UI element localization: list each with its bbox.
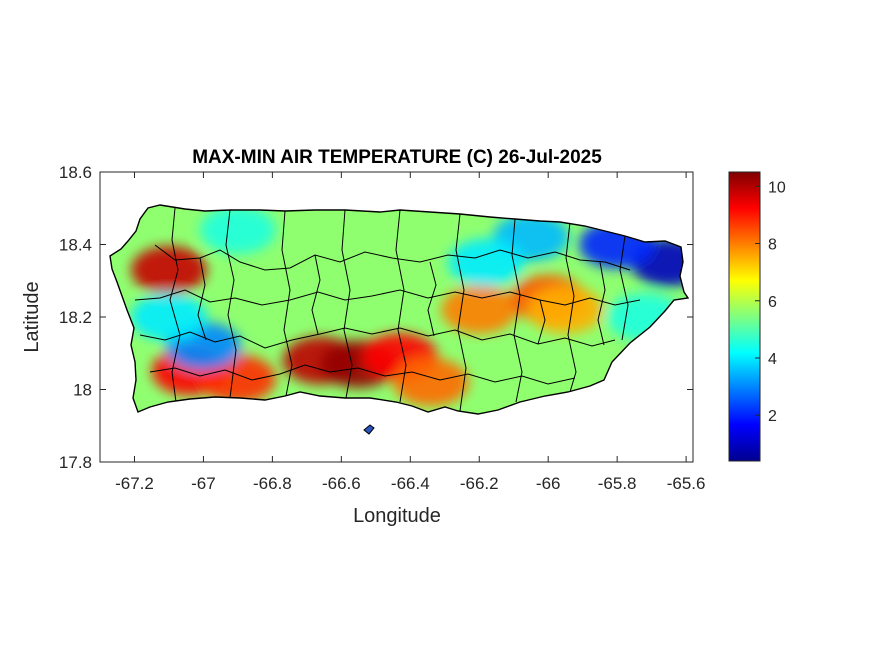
colorbar-tick-label: 8 [768, 237, 777, 254]
colorbar-tick-label: 10 [768, 179, 786, 196]
municipality-border [281, 210, 293, 397]
municipality-border [619, 235, 629, 341]
municipality-border [169, 207, 181, 403]
heat-cell [448, 238, 525, 287]
colorbar: 2 4 6 8 10 [728, 171, 786, 462]
y-tick-label: 17.8 [59, 453, 92, 472]
coastline [109, 204, 690, 415]
municipality-border [427, 261, 437, 337]
x-tick-label: -65.6 [667, 474, 706, 493]
heat-cell [130, 293, 207, 341]
municipality-border [197, 257, 207, 341]
municipality-border [154, 244, 631, 271]
municipality-borders [134, 207, 641, 412]
x-tick-label: -66.2 [460, 474, 499, 493]
x-tick-label: -66 [536, 474, 561, 493]
chart-title: MAX-MIN AIR TEMPERATURE (C) 26-Jul-2025 [192, 147, 602, 168]
x-axis-ticks: -67.2 -67 -66.8 -66.6 -66.4 -66.2 -66 -65.8 -65.… [115, 172, 705, 493]
y-axis-label: Latitude [21, 281, 43, 352]
colorbar-gradient [728, 171, 761, 462]
x-tick-label: -65.8 [598, 474, 637, 493]
municipality-border [311, 254, 321, 335]
x-tick-label: -66.4 [391, 474, 430, 493]
heatmap-layer [110, 205, 688, 414]
municipality-border [149, 364, 576, 385]
colorbar-ticks: 2 4 6 8 10 [755, 179, 786, 425]
y-tick-label: 18.2 [59, 308, 92, 327]
x-tick-label: -67.2 [115, 474, 154, 493]
municipality-border [597, 261, 606, 346]
heat-cell [441, 285, 518, 334]
municipality-border [225, 209, 237, 399]
x-axis-label: Longitude [353, 505, 441, 527]
island-caja-de-muertos [363, 424, 375, 435]
heat-cell [199, 206, 276, 254]
municipality-border [455, 213, 467, 412]
y-tick-label: 18 [73, 381, 92, 400]
municipality-border [537, 299, 546, 345]
y-tick-label: 18.6 [59, 163, 92, 182]
x-tick-label: -66.8 [253, 474, 292, 493]
x-tick-label: -66.6 [322, 474, 361, 493]
heat-cell [527, 285, 604, 334]
heat-cell [130, 245, 207, 294]
heat-cell [392, 358, 469, 407]
y-axis-ticks: 17.8 18 18.2 18.4 18.6 [59, 163, 693, 472]
colorbar-tick-label: 4 [768, 351, 777, 368]
municipality-border [341, 209, 353, 399]
municipality-border [134, 289, 641, 306]
municipality-border [565, 221, 577, 393]
colorbar-tick-label: 2 [768, 408, 777, 425]
y-tick-label: 18.4 [59, 236, 92, 255]
municipality-border [511, 218, 523, 403]
colorbar-tick-label: 6 [768, 294, 777, 311]
x-tick-label: -67 [191, 474, 216, 493]
municipality-border [395, 209, 407, 403]
